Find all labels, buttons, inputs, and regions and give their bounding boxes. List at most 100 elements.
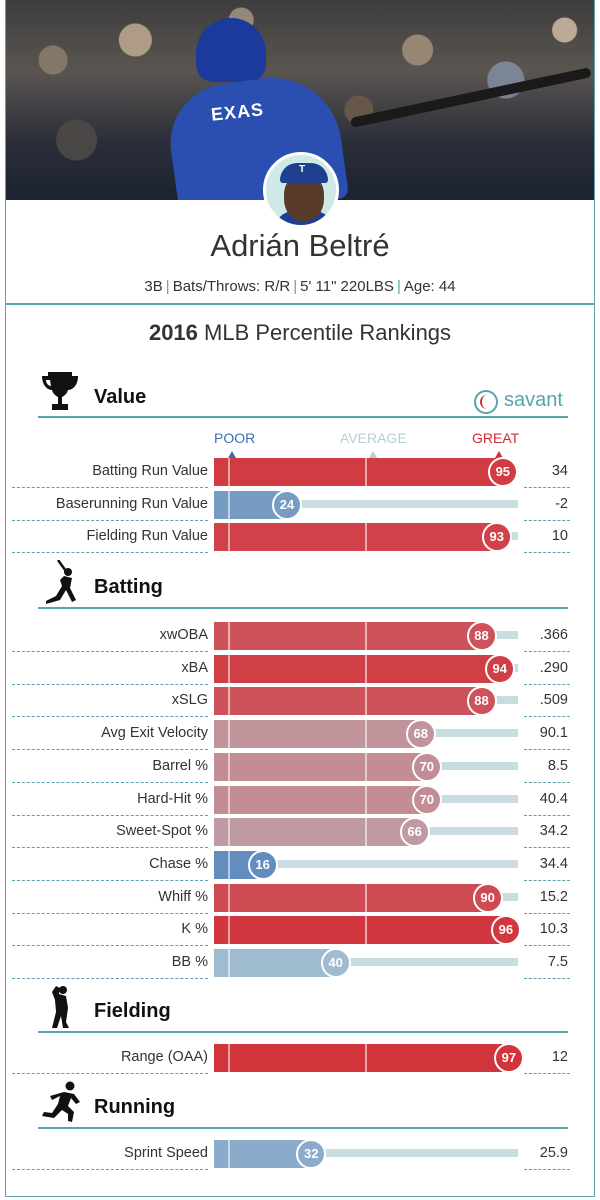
stat-value: 34 <box>551 463 568 479</box>
percentile-row[interactable]: Batting Run Value 95 34 <box>0 456 600 489</box>
row-divider-right <box>524 749 570 750</box>
percentile-row[interactable]: Barrel % 70 8.5 <box>0 751 600 784</box>
poor-gridline <box>228 949 231 977</box>
percentile-bubble: 97 <box>493 1043 524 1073</box>
metric-label: Fielding Run Value <box>86 528 208 544</box>
stat-value: 12 <box>551 1049 568 1065</box>
batting-helmet <box>196 18 266 82</box>
legend-average: AVERAGE <box>340 430 407 446</box>
row-divider-left <box>12 978 208 979</box>
stat-value: 40.4 <box>539 791 568 807</box>
percentile-row[interactable]: K % 96 10.3 <box>0 914 600 947</box>
section-running: Running <box>38 1080 568 1129</box>
poor-gridline <box>228 622 231 650</box>
percentile-row[interactable]: Sprint Speed 32 25.9 <box>0 1138 600 1171</box>
percentile-row[interactable]: xSLG 88 .509 <box>0 685 600 718</box>
card-frame <box>5 0 595 1197</box>
section-rule <box>38 607 568 609</box>
metric-label: Baserunning Run Value <box>55 496 208 512</box>
stat-value: .366 <box>539 627 568 643</box>
percentile-bubble: 96 <box>490 915 521 945</box>
metric-label: Hard-Hit % <box>137 791 208 807</box>
row-divider-right <box>524 978 570 979</box>
batter-icon <box>46 560 76 604</box>
percentile-bar <box>214 687 482 715</box>
section-label: Fielding <box>94 1000 171 1022</box>
percentile-bar <box>214 786 427 814</box>
poor-gridline <box>228 818 231 846</box>
row-divider-left <box>12 815 208 816</box>
cap-logo: T <box>299 164 306 175</box>
poor-gridline <box>228 786 231 814</box>
poor-gridline <box>228 1044 231 1072</box>
row-divider-right <box>524 782 570 783</box>
stat-value: .290 <box>539 660 568 676</box>
percentile-bar <box>214 1140 312 1168</box>
poor-gridline <box>228 1140 231 1168</box>
stat-value: 34.2 <box>539 823 568 839</box>
percentile-track <box>214 860 518 868</box>
row-divider-left <box>12 651 208 652</box>
percentile-track <box>214 1149 518 1157</box>
percentile-bubble: 70 <box>411 752 442 782</box>
percentile-bubble: 95 <box>487 457 518 487</box>
metric-label: Barrel % <box>152 758 208 774</box>
percentile-track <box>214 958 518 966</box>
percentile-track <box>214 500 518 508</box>
average-gridline <box>365 786 367 814</box>
percentile-bubble: 90 <box>472 883 503 913</box>
row-divider-left <box>12 1073 208 1074</box>
percentile-row[interactable]: Avg Exit Velocity 68 90.1 <box>0 718 600 751</box>
legend-poor: POOR <box>214 430 256 446</box>
section-label: Value <box>94 386 147 408</box>
percentile-row[interactable]: Whiff % 90 15.2 <box>0 882 600 915</box>
percentile-row[interactable]: Sweet-Spot % 66 34.2 <box>0 816 600 849</box>
stat-value: 25.9 <box>539 1145 568 1161</box>
section-rule <box>38 1127 568 1129</box>
row-divider-right <box>524 945 570 946</box>
savant-wordmark: savant <box>504 389 563 411</box>
row-divider-left <box>12 847 208 848</box>
percentile-bar <box>214 949 336 977</box>
percentile-row[interactable]: BB % 40 7.5 <box>0 947 600 980</box>
row-divider-right <box>524 1073 570 1074</box>
section-label: Batting <box>94 576 163 598</box>
metric-label: Chase % <box>149 856 208 872</box>
stat-value: 90.1 <box>539 725 568 741</box>
poor-gridline <box>228 655 231 683</box>
row-divider-right <box>524 880 570 881</box>
percentile-row[interactable]: Fielding Run Value 93 10 <box>0 521 600 554</box>
percentile-row[interactable]: Range (OAA) 97 12 <box>0 1042 600 1075</box>
average-gridline <box>365 753 367 781</box>
section-rule <box>38 1031 568 1033</box>
percentile-bar <box>214 458 503 486</box>
player-bats-throws: Bats/Throws: R/R <box>172 278 291 295</box>
section-label: Running <box>94 1096 176 1118</box>
poor-gridline <box>228 753 231 781</box>
percentile-row[interactable]: xwOBA 88 .366 <box>0 620 600 653</box>
fielder-icon <box>52 986 69 1028</box>
percentile-bar <box>214 1044 509 1072</box>
average-gridline <box>365 523 367 551</box>
trophy-icon <box>42 372 78 410</box>
poor-gridline <box>228 884 231 912</box>
row-divider-right <box>524 684 570 685</box>
row-divider-left <box>12 487 208 488</box>
percentile-row[interactable]: Chase % 16 34.4 <box>0 849 600 882</box>
player-action-photo: EXAS <box>6 0 594 200</box>
percentile-row[interactable]: Hard-Hit % 70 40.4 <box>0 784 600 817</box>
poor-gridline <box>228 687 231 715</box>
row-divider-left <box>12 945 208 946</box>
percentile-bar <box>214 655 500 683</box>
percentile-bubble: 93 <box>481 522 512 552</box>
percentile-bar <box>214 884 488 912</box>
poor-gridline <box>228 458 231 486</box>
row-divider-right <box>524 552 570 553</box>
percentile-row[interactable]: xBA 94 .290 <box>0 653 600 686</box>
average-marker-icon <box>369 451 377 458</box>
metric-label: BB % <box>171 954 208 970</box>
title-text: MLB Percentile Rankings <box>204 320 452 345</box>
player-bio: 3B | Bats/Throws: R/R | 5' 11" 220LBS | Age: 4… <box>144 278 456 295</box>
percentile-bar <box>214 523 497 551</box>
percentile-row[interactable]: Baserunning Run Value 24 -2 <box>0 489 600 522</box>
